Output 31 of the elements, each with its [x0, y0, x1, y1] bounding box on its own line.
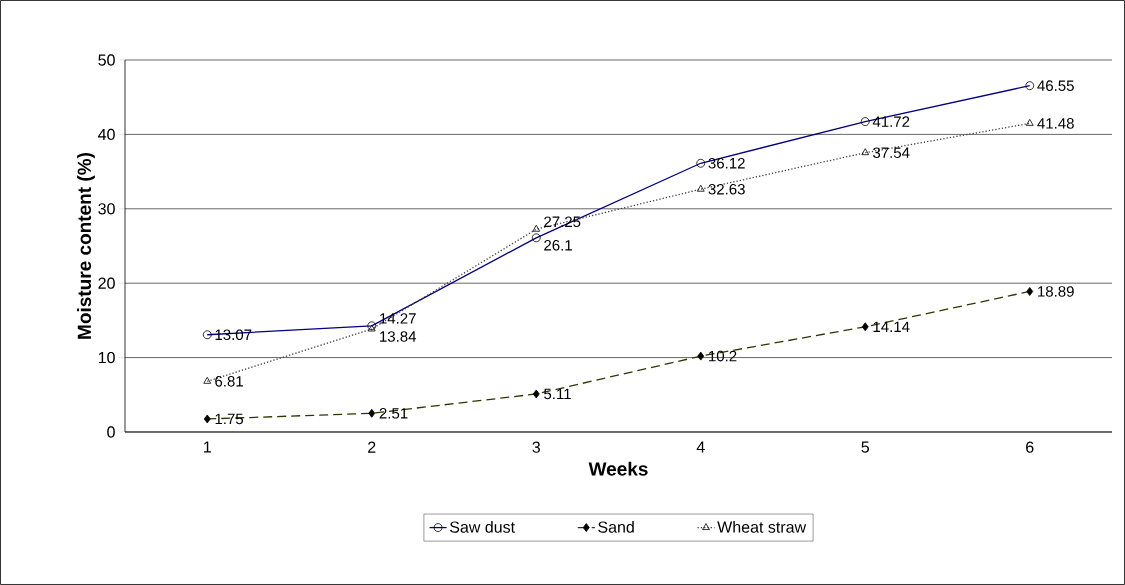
legend-label: Wheat straw: [717, 521, 807, 533]
y-axis-title: Moisture content (%): [77, 153, 95, 339]
y-tick-label: 30: [98, 203, 115, 215]
data-label: 6.81: [215, 376, 243, 387]
data-label: 32.63: [708, 183, 745, 195]
x-tick-label: 5: [861, 441, 870, 453]
y-tick-label: 0: [107, 426, 115, 438]
data-label: 18.89: [1038, 286, 1074, 297]
legend-label: Sand: [598, 521, 634, 533]
data-label: 37.54: [873, 147, 910, 158]
y-tick-label: 50: [98, 54, 115, 66]
data-label: 14.14: [873, 321, 910, 332]
data-label: 2.51: [379, 408, 408, 419]
x-tick-label: 4: [696, 441, 705, 453]
data-label: 36.12: [708, 157, 745, 169]
x-tick-label: 2: [368, 441, 376, 453]
data-label: 5.11: [544, 388, 571, 400]
x-tick-label: 1: [204, 441, 211, 453]
legend-label: Saw dust: [449, 521, 515, 533]
x-axis-title: Weeks: [588, 461, 648, 476]
data-label: 26.1: [544, 240, 572, 251]
x-tick-label: 3: [532, 441, 540, 453]
data-label: 46.55: [1037, 80, 1074, 91]
x-tick-label: 6: [1026, 441, 1034, 453]
data-label: 10.2: [709, 350, 737, 362]
data-label: 13.84: [380, 331, 417, 342]
data-label: 41.72: [872, 116, 910, 127]
y-tick-label: 40: [98, 128, 115, 141]
y-tick-label: 10: [98, 351, 115, 364]
y-tick-label: 20: [98, 277, 115, 289]
data-label: 41.48: [1037, 118, 1074, 129]
